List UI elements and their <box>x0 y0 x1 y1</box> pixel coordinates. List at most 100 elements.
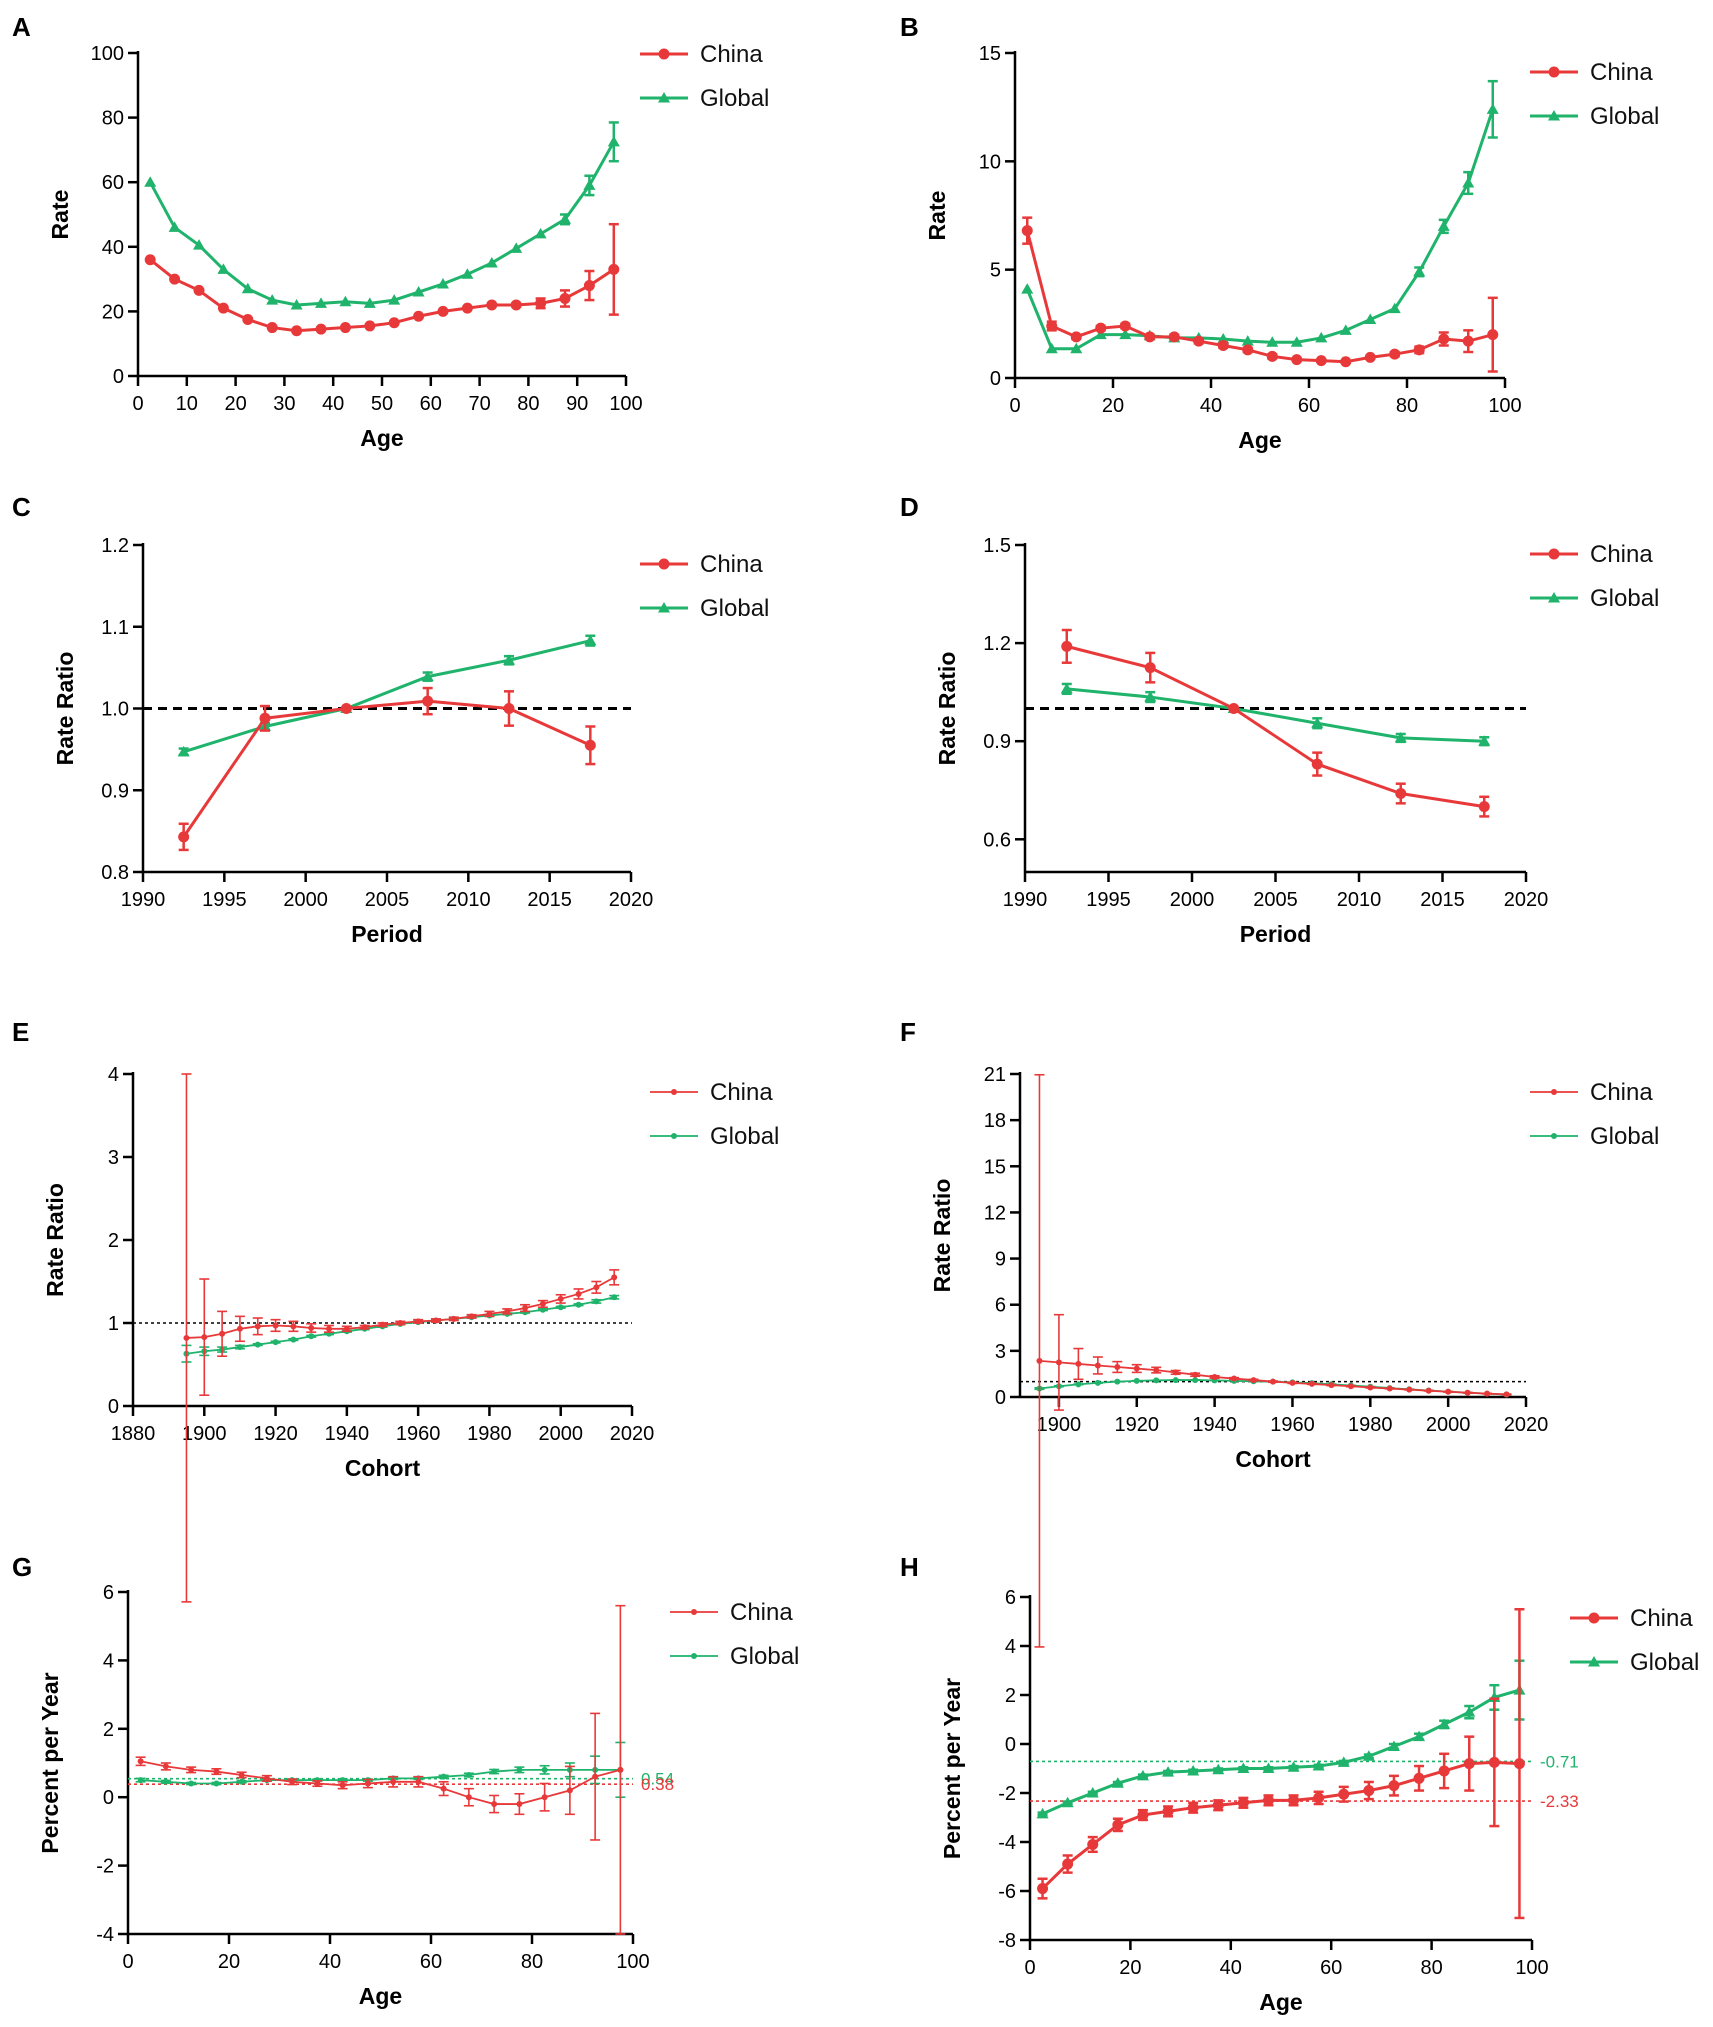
data-point-global <box>339 295 352 307</box>
data-point-china <box>516 1801 523 1808</box>
y-tick-label: 9 <box>995 1249 1006 1271</box>
y-tick-label: 2 <box>1005 1685 1016 1707</box>
data-point-china <box>259 712 271 724</box>
legend-label-china: China <box>700 551 763 578</box>
legend-marker-china <box>1548 548 1560 560</box>
data-point-china <box>1347 1383 1354 1390</box>
series-line-china <box>1039 1359 1507 1396</box>
panel-e: E 0 1 2 3 4 1880 1900 1920 1940 1960 1980 2000 2020 Co… <box>12 1017 779 1603</box>
net-drift-label-global: 0.54 <box>641 1770 674 1789</box>
data-point-china <box>1212 1799 1224 1811</box>
legend: China Global <box>1530 541 1659 612</box>
y-tick-label: 0 <box>108 1396 119 1418</box>
data-point-global <box>1217 333 1230 344</box>
data-point-china <box>1262 1794 1274 1806</box>
x-tick-label: 80 <box>1396 395 1418 417</box>
data-point-china <box>1406 1386 1413 1393</box>
x-tick-label: 1980 <box>467 1423 512 1445</box>
data-point-global <box>583 179 596 190</box>
data-point-global <box>1241 335 1254 346</box>
y-tick-label: 0 <box>1005 1734 1016 1756</box>
x-tick-label: 2000 <box>538 1423 583 1445</box>
x-axis-title: Cohort <box>345 1455 421 1481</box>
data-point-global <box>1192 1377 1199 1384</box>
series-line-global <box>140 1768 621 1785</box>
data-point-global <box>1212 1763 1225 1775</box>
data-point-global <box>541 1766 548 1773</box>
x-tick-label: 2000 <box>283 889 328 911</box>
x-tick-label: 100 <box>616 1951 649 1973</box>
x-tick-label: 1980 <box>1348 1414 1393 1436</box>
series-line-china <box>186 1276 615 1339</box>
series-china <box>1061 628 1490 818</box>
legend: China Global <box>640 41 769 112</box>
legend: China Global <box>1530 1079 1659 1150</box>
data-point-global <box>1136 1769 1149 1781</box>
data-point-china <box>397 1320 404 1326</box>
data-point-global <box>308 1333 315 1340</box>
x-tick-label: 20 <box>218 1951 240 1973</box>
data-point-china <box>315 323 327 335</box>
data-point-china <box>290 1323 297 1330</box>
series-global <box>1036 1659 1526 1819</box>
data-point-china <box>510 299 522 311</box>
x-axis-title: Period <box>351 921 423 947</box>
series-china <box>181 1073 620 1603</box>
data-point-china <box>1187 1802 1199 1814</box>
series-china <box>178 686 596 852</box>
data-point-china <box>1484 1390 1491 1397</box>
data-point-china <box>559 292 571 304</box>
data-point-global <box>1187 1764 1200 1776</box>
data-point-china <box>486 1310 493 1317</box>
data-point-global <box>144 176 157 187</box>
x-tick-label: 2020 <box>1504 889 1549 911</box>
data-point-china <box>1367 1384 1374 1391</box>
y-tick-label: 6 <box>103 1582 114 1604</box>
data-point-china <box>1289 1379 1296 1386</box>
data-point-china <box>1095 322 1107 334</box>
data-point-china <box>1192 1371 1199 1378</box>
legend-label-china: China <box>1630 1605 1693 1632</box>
legend-label-china: China <box>1590 541 1653 568</box>
legend-label-global: Global <box>700 595 769 622</box>
x-tick-label: 40 <box>1220 1957 1242 1979</box>
y-tick-label: -8 <box>998 1930 1016 1952</box>
y-tick-label: 1.1 <box>101 617 129 639</box>
x-tick-label: 10 <box>176 393 198 415</box>
data-point-global <box>1413 265 1426 277</box>
x-tick-label: 20 <box>1119 1957 1141 1979</box>
data-point-global <box>584 634 597 646</box>
x-axis-title: Age <box>360 425 403 451</box>
data-point-global <box>611 1294 618 1301</box>
data-point-global <box>1114 1378 1121 1385</box>
data-point-global <box>1462 177 1475 188</box>
x-tick-label: 2020 <box>1504 1414 1549 1436</box>
legend-label-china: China <box>730 1599 793 1626</box>
y-axis-title: Rate Ratio <box>934 652 960 766</box>
data-point-china <box>314 1780 321 1787</box>
data-point-china <box>437 305 449 317</box>
x-tick-label: 2000 <box>1426 1414 1471 1436</box>
data-point-china <box>1315 355 1327 367</box>
data-point-global <box>213 1780 220 1787</box>
data-point-china <box>388 317 400 329</box>
data-point-global <box>241 282 254 294</box>
y-tick-label: 1.0 <box>101 699 129 721</box>
data-point-china <box>1055 1359 1062 1366</box>
legend-marker-china <box>1548 66 1560 78</box>
x-tick-label: 40 <box>319 1951 341 1973</box>
data-point-china <box>1463 1758 1475 1770</box>
data-point-china <box>1231 1375 1238 1382</box>
x-tick-label: 2005 <box>1253 889 1298 911</box>
data-point-global <box>1311 717 1324 728</box>
legend-label-china: China <box>700 41 763 68</box>
data-point-global <box>1094 328 1107 340</box>
data-point-china <box>1513 1758 1525 1770</box>
data-point-china <box>1075 1360 1082 1367</box>
y-tick-label: 3 <box>995 1341 1006 1363</box>
x-tick-label: 1900 <box>1037 1414 1082 1436</box>
legend-marker-global <box>658 602 670 613</box>
legend: China Global <box>670 1599 799 1670</box>
legend-marker-global <box>658 92 670 103</box>
legend-marker-global <box>1588 1656 1600 1667</box>
